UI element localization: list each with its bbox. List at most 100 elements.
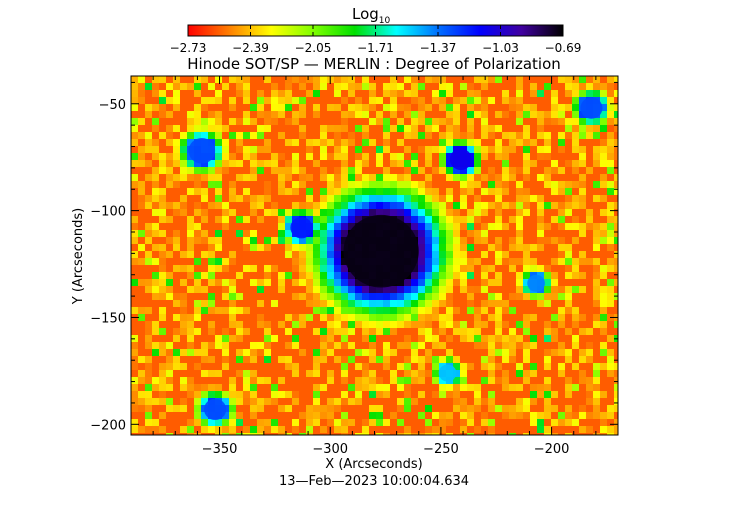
heatmap-cell xyxy=(579,125,586,132)
heatmap-cell xyxy=(418,433,425,435)
heatmap-cell xyxy=(418,251,425,258)
heatmap-cell xyxy=(194,419,201,426)
heatmap-cell xyxy=(341,237,348,244)
heatmap-cell xyxy=(488,314,495,321)
heatmap-cell xyxy=(313,412,320,419)
heatmap-cell xyxy=(243,146,250,153)
heatmap-cell xyxy=(334,202,341,209)
heatmap-cell xyxy=(348,209,355,216)
heatmap-cell xyxy=(250,160,257,167)
heatmap-cell xyxy=(537,419,544,426)
heatmap-cell xyxy=(425,188,432,195)
heatmap-cell xyxy=(278,391,285,398)
heatmap-cell xyxy=(180,132,187,139)
heatmap-cell xyxy=(404,181,411,188)
heatmap-cell xyxy=(432,335,439,342)
heatmap-cell xyxy=(593,132,600,139)
heatmap-cell xyxy=(446,433,453,435)
heatmap-cell xyxy=(313,419,320,426)
heatmap-cell xyxy=(474,104,481,111)
heatmap-cell xyxy=(285,174,292,181)
heatmap-cell xyxy=(523,125,530,132)
heatmap-cell xyxy=(390,153,397,160)
heatmap-cell xyxy=(530,293,537,300)
heatmap-cell xyxy=(593,314,600,321)
heatmap-cell xyxy=(292,139,299,146)
heatmap-cell xyxy=(152,139,159,146)
heatmap-cell xyxy=(278,272,285,279)
heatmap-cell xyxy=(411,97,418,104)
heatmap-cell xyxy=(362,293,369,300)
heatmap-cell xyxy=(145,230,152,237)
heatmap-cell xyxy=(166,237,173,244)
heatmap-cell xyxy=(474,209,481,216)
heatmap-cell xyxy=(614,216,618,223)
heatmap-cell xyxy=(390,328,397,335)
heatmap-cell xyxy=(194,258,201,265)
heatmap-cell xyxy=(362,377,369,384)
heatmap-cell xyxy=(432,195,439,202)
heatmap-cell xyxy=(411,167,418,174)
heatmap-cell xyxy=(215,118,222,125)
heatmap-cell xyxy=(208,202,215,209)
heatmap-cell xyxy=(306,237,313,244)
heatmap-cell xyxy=(159,153,166,160)
heatmap-cell xyxy=(607,300,614,307)
heatmap-cell xyxy=(523,195,530,202)
heatmap-cell xyxy=(222,293,229,300)
heatmap-cell xyxy=(369,335,376,342)
heatmap-cell xyxy=(334,90,341,97)
heatmap-cell xyxy=(327,398,334,405)
heatmap-cell xyxy=(341,328,348,335)
heatmap-cell xyxy=(194,167,201,174)
heatmap-cell xyxy=(348,132,355,139)
heatmap-cell xyxy=(467,265,474,272)
heatmap-cell xyxy=(376,377,383,384)
heatmap-cell xyxy=(439,244,446,251)
heatmap-cell xyxy=(446,314,453,321)
heatmap-cell xyxy=(285,223,292,230)
heatmap-cell xyxy=(390,90,397,97)
heatmap-cell xyxy=(488,167,495,174)
heatmap-cell xyxy=(488,391,495,398)
heatmap-cell xyxy=(138,76,145,83)
heatmap-cell xyxy=(404,391,411,398)
heatmap-cell xyxy=(516,209,523,216)
heatmap-cell xyxy=(418,265,425,272)
heatmap-cell xyxy=(306,251,313,258)
heatmap-cell xyxy=(278,356,285,363)
heatmap-cell xyxy=(257,426,264,433)
heatmap-cell xyxy=(138,279,145,286)
heatmap-cell xyxy=(418,209,425,216)
heatmap-cell xyxy=(201,342,208,349)
heatmap-cell xyxy=(600,426,607,433)
heatmap-cell xyxy=(187,321,194,328)
heatmap-cell xyxy=(257,405,264,412)
heatmap-cell xyxy=(453,377,460,384)
heatmap-cell xyxy=(341,398,348,405)
heatmap-cell xyxy=(138,83,145,90)
heatmap-cell xyxy=(551,391,558,398)
heatmap-cell xyxy=(257,160,264,167)
heatmap-cell xyxy=(341,202,348,209)
heatmap-cell xyxy=(537,244,544,251)
heatmap-cell xyxy=(467,412,474,419)
heatmap-cell xyxy=(495,328,502,335)
heatmap-cell xyxy=(586,90,593,97)
heatmap-cell xyxy=(481,237,488,244)
heatmap-cell xyxy=(509,237,516,244)
heatmap-cell xyxy=(250,174,257,181)
heatmap-cell xyxy=(418,356,425,363)
heatmap-cell xyxy=(453,202,460,209)
heatmap-cell xyxy=(271,202,278,209)
heatmap-cell xyxy=(271,300,278,307)
heatmap-cell xyxy=(173,244,180,251)
heatmap-cell xyxy=(418,321,425,328)
heatmap-cell xyxy=(222,139,229,146)
heatmap-cell xyxy=(257,125,264,132)
heatmap-cell xyxy=(320,216,327,223)
heatmap-cell xyxy=(187,391,194,398)
heatmap-cell xyxy=(586,223,593,230)
heatmap-cell xyxy=(432,314,439,321)
heatmap-cell xyxy=(285,83,292,90)
